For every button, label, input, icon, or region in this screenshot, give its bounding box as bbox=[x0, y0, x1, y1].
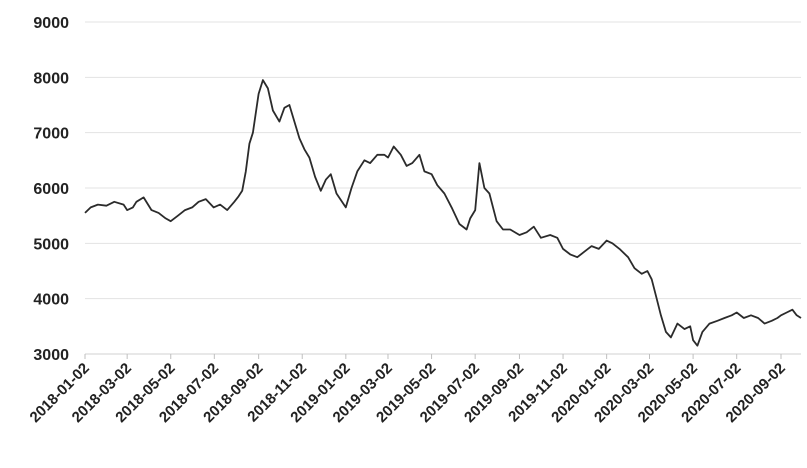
y-tick-label: 7000 bbox=[33, 126, 69, 143]
gridlines bbox=[85, 21, 801, 300]
x-axis-ticks: 2018-01-022018-03-022018-05-022018-07-02… bbox=[27, 354, 789, 426]
series-line-0 bbox=[84, 79, 802, 347]
y-tick-label: 5000 bbox=[33, 236, 69, 253]
y-tick-label: 9000 bbox=[33, 15, 69, 32]
y-tick-label: 4000 bbox=[33, 292, 69, 309]
series-layer bbox=[84, 79, 802, 347]
y-tick-label: 8000 bbox=[33, 70, 69, 87]
y-tick-label: 3000 bbox=[33, 347, 69, 364]
y-tick-label: 6000 bbox=[33, 181, 69, 198]
y-axis-ticks: 3000 4000 5000 6000 7000 8000 9000 bbox=[33, 15, 69, 364]
